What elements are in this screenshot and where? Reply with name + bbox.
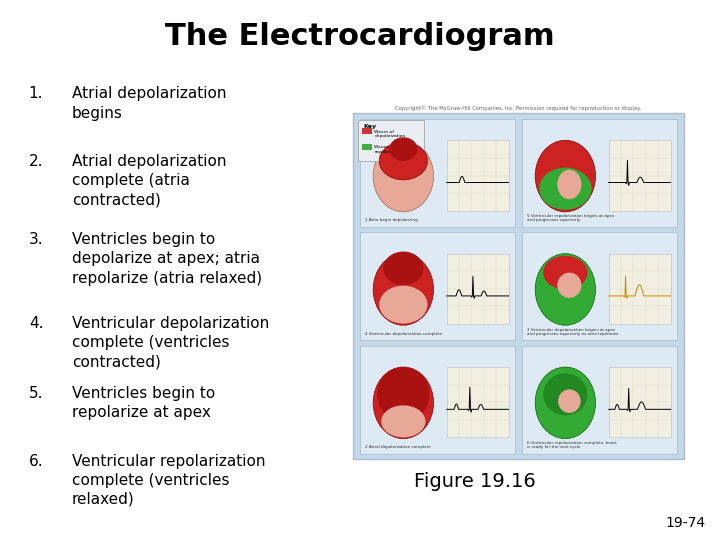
Text: 1.: 1. xyxy=(29,86,43,102)
Ellipse shape xyxy=(373,140,433,212)
Text: Ventricles begin to
repolarize at apex: Ventricles begin to repolarize at apex xyxy=(72,386,215,420)
Text: Waves of
depolarization: Waves of depolarization xyxy=(374,130,405,138)
FancyBboxPatch shape xyxy=(522,232,677,340)
FancyBboxPatch shape xyxy=(360,232,515,340)
Text: 5.: 5. xyxy=(29,386,43,401)
Text: 1 Atria begin depolarizing: 1 Atria begin depolarizing xyxy=(364,219,418,222)
Ellipse shape xyxy=(543,256,588,289)
FancyBboxPatch shape xyxy=(608,367,670,437)
Ellipse shape xyxy=(381,406,426,437)
FancyBboxPatch shape xyxy=(362,128,372,134)
Text: 2.: 2. xyxy=(29,154,43,169)
Ellipse shape xyxy=(390,137,418,161)
FancyBboxPatch shape xyxy=(522,119,677,227)
Ellipse shape xyxy=(377,367,430,422)
Text: Waves of
repolarization: Waves of repolarization xyxy=(374,145,404,154)
FancyBboxPatch shape xyxy=(360,346,515,454)
Ellipse shape xyxy=(373,367,433,438)
Text: Figure 19.16: Figure 19.16 xyxy=(414,472,536,491)
Text: Atrial depolarization
complete (atria
contracted): Atrial depolarization complete (atria co… xyxy=(72,154,227,207)
FancyBboxPatch shape xyxy=(608,140,670,211)
Text: Ventricles begin to
depolarize at apex; atria
repolarize (atria relaxed): Ventricles begin to depolarize at apex; … xyxy=(72,232,262,286)
Text: 3 Ventricular depolarization begins at apex
and progresses superiorly as atria r: 3 Ventricular depolarization begins at a… xyxy=(526,328,618,336)
FancyBboxPatch shape xyxy=(608,254,670,324)
Ellipse shape xyxy=(379,142,428,180)
Ellipse shape xyxy=(557,170,582,199)
FancyBboxPatch shape xyxy=(446,140,508,211)
Text: 5 Ventricular repolarization begins at apex
and progresses superiorly: 5 Ventricular repolarization begins at a… xyxy=(526,214,614,222)
Text: Copyright© The McGraw-Hill Companies, Inc. Permission required for reproduction : Copyright© The McGraw-Hill Companies, In… xyxy=(395,105,642,111)
FancyBboxPatch shape xyxy=(360,119,515,227)
FancyBboxPatch shape xyxy=(446,367,508,437)
Text: 2 Atrial depolarization complete: 2 Atrial depolarization complete xyxy=(364,446,431,449)
Text: Ventricular depolarization
complete (ventricles
contracted): Ventricular depolarization complete (ven… xyxy=(72,316,269,369)
Ellipse shape xyxy=(379,286,428,323)
Text: 3.: 3. xyxy=(29,232,43,247)
Ellipse shape xyxy=(558,389,580,413)
Text: 6 Ventricular repolarization complete, heart
is ready for the next cycle: 6 Ventricular repolarization complete, h… xyxy=(526,441,616,449)
Text: Ventricular repolarization
complete (ventricles
relaxed): Ventricular repolarization complete (ven… xyxy=(72,454,266,507)
Text: Atrial depolarization
begins: Atrial depolarization begins xyxy=(72,86,227,120)
FancyBboxPatch shape xyxy=(362,144,372,150)
Ellipse shape xyxy=(539,167,592,210)
Ellipse shape xyxy=(535,254,595,325)
FancyBboxPatch shape xyxy=(446,254,508,324)
Ellipse shape xyxy=(373,254,433,325)
Ellipse shape xyxy=(535,140,595,212)
Text: The Electrocardiogram: The Electrocardiogram xyxy=(165,22,555,51)
Text: 6.: 6. xyxy=(29,454,43,469)
Ellipse shape xyxy=(383,252,423,285)
Ellipse shape xyxy=(557,273,582,298)
Text: Key: Key xyxy=(363,124,376,129)
Text: 4.: 4. xyxy=(29,316,43,331)
Text: 19-74: 19-74 xyxy=(665,516,706,530)
Ellipse shape xyxy=(535,367,595,438)
Text: 4 Ventricular depolarization complete: 4 Ventricular depolarization complete xyxy=(364,332,442,336)
FancyBboxPatch shape xyxy=(522,346,677,454)
Ellipse shape xyxy=(543,373,588,415)
FancyBboxPatch shape xyxy=(358,120,424,161)
FancyBboxPatch shape xyxy=(353,113,684,459)
